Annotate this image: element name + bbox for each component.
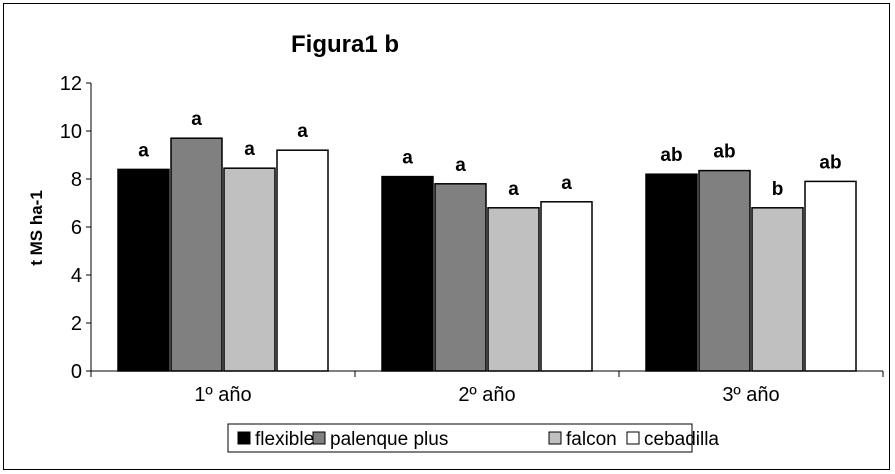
bar — [117, 168, 170, 372]
bar — [540, 201, 593, 372]
y-axis-label: t MS ha-1 — [27, 190, 46, 266]
legend-label: cebadilla — [644, 429, 719, 450]
data-label: ab — [819, 152, 841, 173]
legend-swatch — [626, 431, 640, 445]
bar — [170, 137, 223, 372]
bar — [487, 207, 540, 372]
legend-swatch — [548, 431, 562, 445]
x-tick-label: 1º año — [194, 384, 251, 406]
y-tick-label: 4 — [71, 265, 82, 287]
chart-title: Figura1 b — [291, 31, 399, 58]
bars — [117, 137, 857, 372]
bar — [751, 207, 804, 372]
data-label: a — [402, 148, 413, 169]
axes — [86, 82, 884, 377]
legend-label: falcon — [566, 429, 617, 450]
data-label: ab — [713, 142, 735, 163]
bar — [698, 169, 751, 372]
data-label: a — [191, 109, 202, 130]
data-label: a — [561, 173, 572, 194]
data-label: a — [244, 139, 255, 160]
data-label: a — [297, 121, 308, 142]
bar — [381, 175, 434, 372]
x-tick-label: 3º año — [722, 384, 779, 406]
y-tick-label: 6 — [71, 217, 82, 239]
y-tick-label: 0 — [71, 361, 82, 383]
data-label: a — [138, 140, 149, 161]
x-tick-labels: 1º año 2º año 3º año — [194, 384, 779, 406]
data-label: a — [455, 155, 466, 176]
legend: flexible palenque plus falcon cebadilla — [227, 423, 719, 453]
legend-label: palenque plus — [330, 429, 448, 450]
y-tick-label: 2 — [71, 313, 82, 335]
bar — [223, 167, 276, 372]
y-tick-label: 8 — [71, 169, 82, 191]
bar — [645, 173, 698, 372]
data-label: b — [772, 179, 784, 200]
legend-swatch — [312, 431, 326, 445]
data-labels: a a a a a a a a ab ab b ab — [138, 109, 841, 200]
bar — [434, 183, 487, 372]
data-label: ab — [660, 145, 682, 166]
y-tick-label: 12 — [60, 73, 82, 95]
data-label: a — [508, 179, 519, 200]
y-tick-label: 10 — [60, 121, 82, 143]
bar — [804, 180, 857, 372]
bar — [276, 149, 329, 372]
y-tick-labels: 0 2 4 6 8 10 12 — [60, 73, 82, 383]
legend-swatch — [237, 431, 251, 445]
x-tick-label: 2º año — [458, 384, 515, 406]
legend-label: flexible — [255, 429, 314, 450]
legend-box — [227, 423, 693, 453]
